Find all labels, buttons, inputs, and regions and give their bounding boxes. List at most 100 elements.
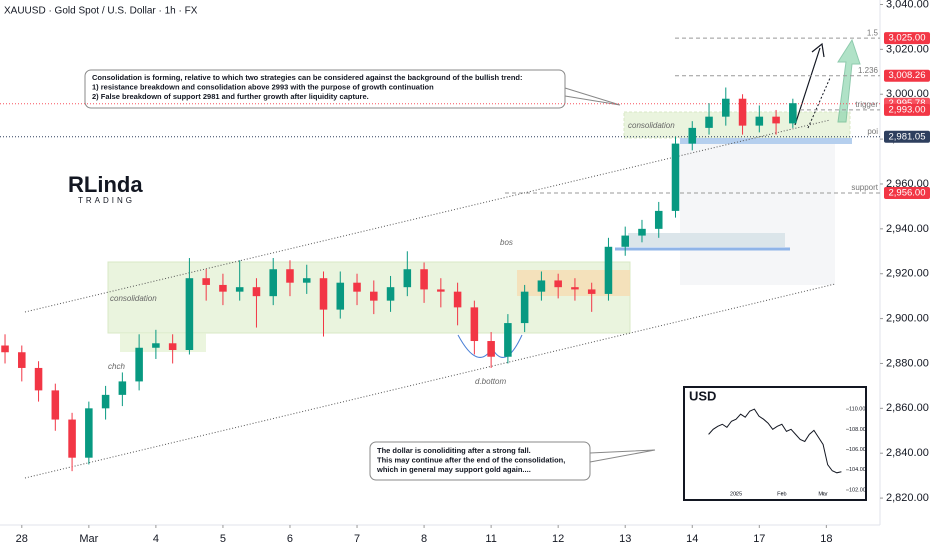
annotation: chch: [108, 362, 125, 371]
y-tick-label: 3,020.00: [886, 43, 929, 55]
y-tick-label: 2,860.00: [886, 402, 929, 414]
candle-body: [252, 287, 261, 297]
candle-body: [269, 269, 277, 297]
price-tag: [884, 103, 930, 116]
callout: [369, 441, 591, 481]
level-name: poi: [867, 127, 878, 136]
annotation: d.bottom: [475, 377, 506, 386]
price-tag: [884, 32, 930, 45]
level-name: support: [851, 183, 878, 192]
candle-body: [1, 345, 9, 353]
candle-body: [118, 381, 127, 395]
candle-body: [772, 116, 780, 124]
y-tick-label: 102.00: [849, 487, 866, 493]
candle-body: [51, 390, 60, 420]
x-tick-label: 7: [354, 533, 360, 545]
candle-body: [202, 278, 210, 285]
level-name: 1.236: [858, 66, 879, 75]
x-tick-label: Feb: [777, 491, 786, 497]
annotation: consolidation: [628, 121, 675, 130]
callout-text: This may continue after the end of the c…: [377, 455, 565, 464]
y-tick-label: 2,940.00: [886, 223, 929, 235]
x-tick-label: 13: [619, 533, 631, 545]
y-tick-label: 3,000.00: [886, 88, 929, 100]
price-tag: [884, 130, 930, 143]
candle-body: [453, 291, 462, 308]
y-tick-label: 2,900.00: [886, 312, 929, 324]
candle-body: [68, 419, 76, 458]
x-tick-label: 6: [287, 533, 293, 545]
candle-body: [638, 228, 646, 236]
price-tag-label: 2,981.05: [889, 131, 926, 142]
candle-body: [85, 408, 93, 458]
candle-body: [722, 98, 730, 117]
candle-body: [353, 282, 361, 292]
price-tag-label: 3,025.00: [889, 33, 926, 44]
x-tick-label: 14: [686, 533, 698, 545]
candle-body: [755, 116, 764, 126]
arrow: [807, 77, 831, 129]
candle-body: [571, 287, 579, 290]
poi-zone: [680, 138, 852, 144]
candle-body: [302, 278, 311, 283]
zone: [120, 333, 206, 352]
y-tick-label: 108.00: [849, 427, 866, 433]
candle-body: [621, 235, 629, 247]
x-tick-label: 2025: [730, 491, 742, 497]
y-tick-label: 2,920.00: [886, 268, 929, 280]
callout: [84, 69, 566, 109]
level-name: trigger: [855, 100, 878, 109]
callout-pointer: [589, 449, 656, 463]
candle-body: [671, 143, 680, 211]
candle-body: [18, 352, 26, 368]
callout-text: which in general may support gold again.…: [376, 465, 531, 474]
candle-body: [688, 127, 697, 144]
x-tick-label: 12: [552, 533, 564, 545]
inset-plot: 102.00 104.00 106.00 108.00 110.00 2025 Feb Mar…: [689, 388, 866, 497]
candle-body: [437, 289, 445, 292]
candle-body: [235, 287, 244, 292]
candle-body: [537, 280, 546, 292]
candle-body: [386, 287, 395, 301]
price-tag-label: 3,008.26: [889, 70, 926, 81]
x-tick-label: 4: [153, 533, 159, 545]
x-tick-label: 8: [421, 533, 427, 545]
y-tick-label: 2,880.00: [886, 357, 929, 369]
candle-body: [420, 269, 428, 290]
callout-text: Consolidation is forming, relative to wh…: [92, 73, 522, 82]
candle-body: [504, 323, 512, 357]
callout-text: 2) False breakdown of support 2981 and f…: [92, 92, 369, 101]
candle-body: [135, 347, 143, 382]
price-tag-label: 2,993.00: [889, 104, 926, 115]
candle-body: [370, 291, 378, 301]
arrow: [837, 38, 861, 123]
price-tag: [884, 186, 930, 199]
candle-body: [219, 284, 227, 292]
price-tag: [884, 69, 930, 82]
x-tick-label: 5: [220, 533, 226, 545]
y-tick-label: 2,840.00: [886, 447, 929, 459]
logo: RLinda: [68, 172, 143, 197]
candle-body: [705, 116, 713, 128]
x-tick-label: 28: [16, 533, 28, 545]
candle-body: [152, 343, 160, 348]
channel-line: [24, 283, 836, 479]
candle-body: [470, 307, 479, 342]
callout-text: 1) resistance breakdown and consolidatio…: [92, 82, 434, 91]
candle-body: [185, 278, 194, 350]
logo-sub: TRADING: [78, 196, 135, 205]
x-tick-label: 11: [485, 533, 496, 545]
candle-body: [654, 210, 663, 229]
candle-body: [604, 246, 613, 294]
inset-frame: [683, 386, 867, 501]
inset-title: USD: [689, 388, 716, 403]
candle-body: [34, 367, 43, 391]
bos-zone: [628, 233, 785, 247]
price-tag-label: 2,956.00: [889, 187, 926, 198]
candle-body: [520, 291, 529, 324]
annotation: consolidation: [110, 294, 157, 303]
candle-body: [587, 289, 596, 294]
callout-pointer: [564, 87, 621, 106]
